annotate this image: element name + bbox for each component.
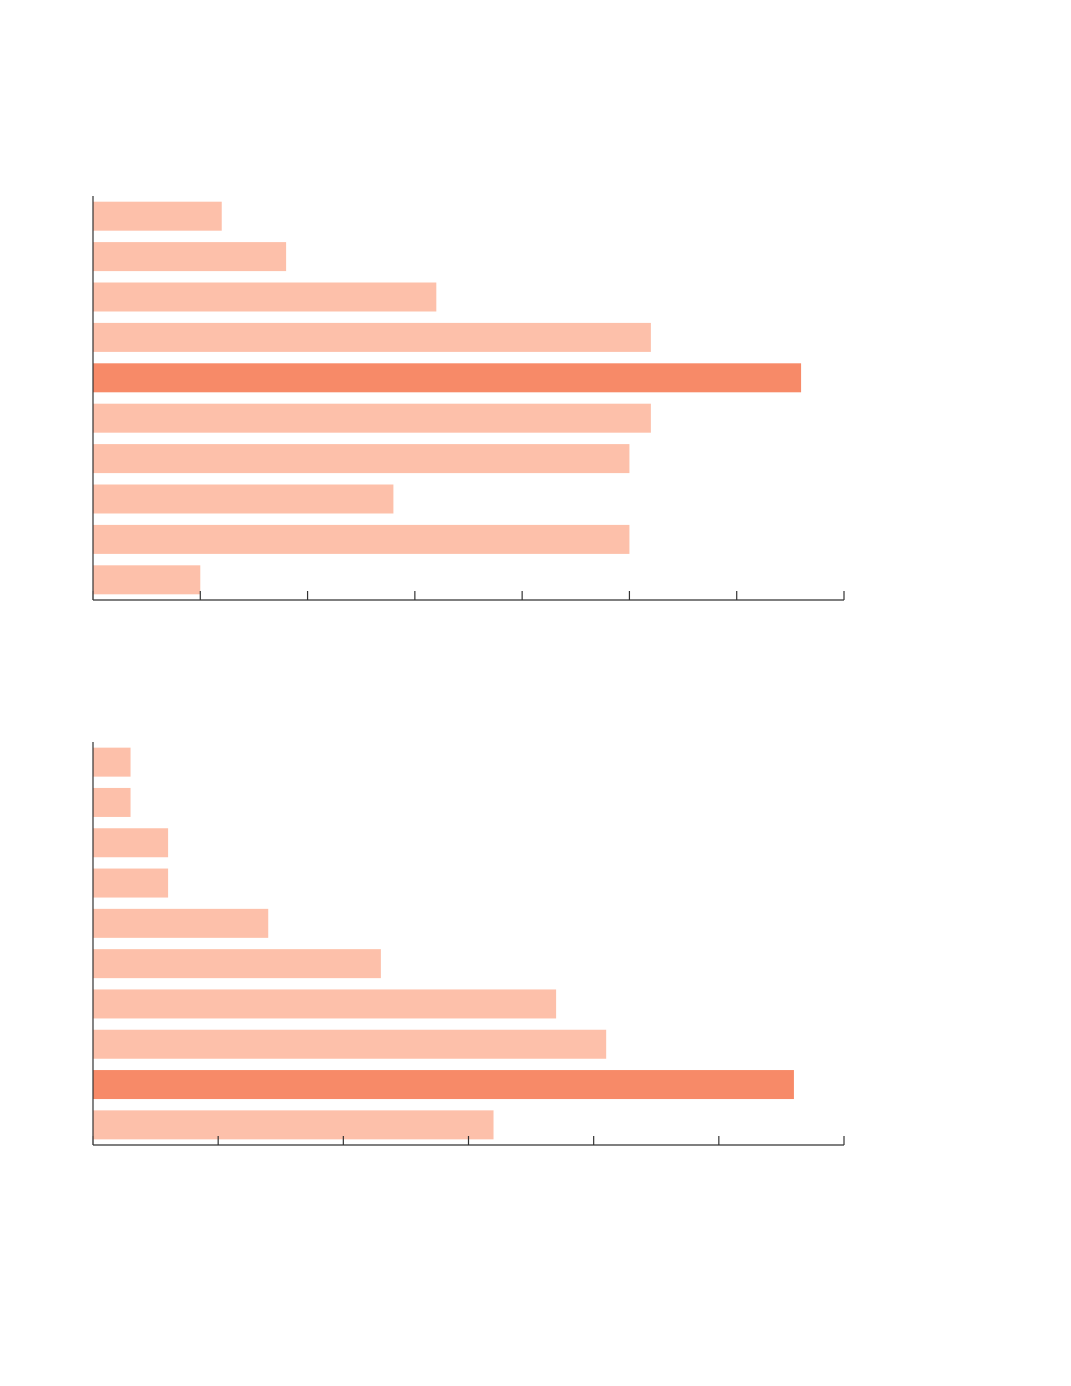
bar [93,363,802,393]
bar [93,1029,607,1059]
bar [93,444,630,474]
bar [93,949,381,979]
bar [93,565,201,595]
bar [93,484,394,514]
bar [93,908,269,938]
bar [93,242,287,272]
bar [93,1070,794,1100]
bar [93,868,169,898]
bar [93,201,222,231]
bar [93,322,651,352]
bar [93,282,437,312]
bar [93,989,557,1019]
bar [93,828,169,858]
bar [93,787,131,817]
bar [93,747,131,777]
bar [93,403,651,433]
bar [93,524,630,554]
bar [93,1110,494,1140]
